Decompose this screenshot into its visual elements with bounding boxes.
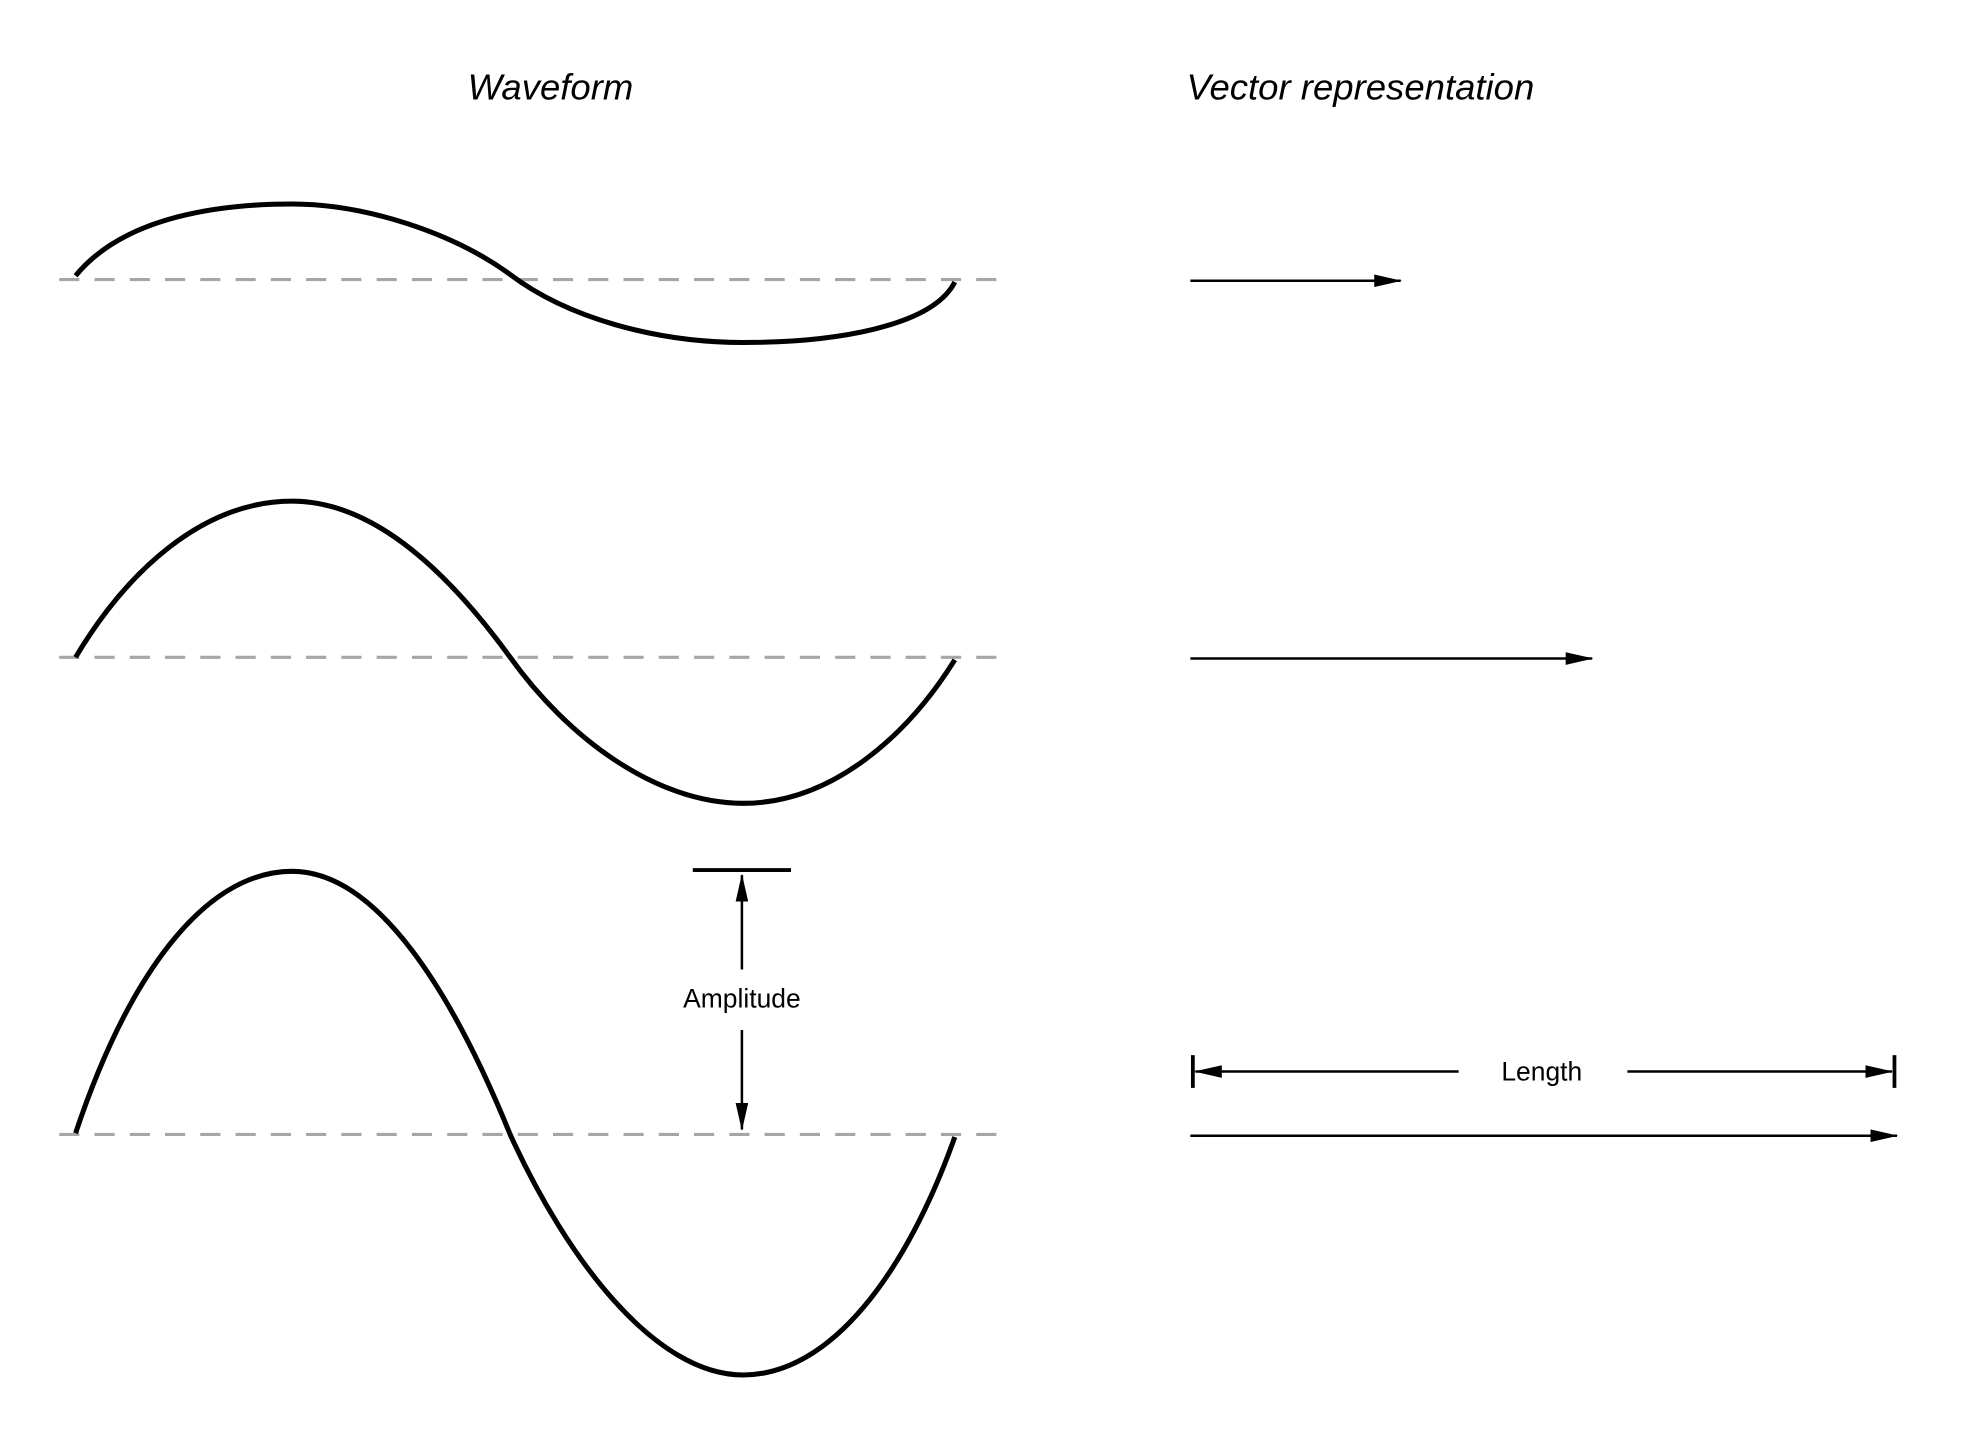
waveform-title: Waveform <box>468 66 634 107</box>
length-label: Length <box>1501 1056 1582 1086</box>
waveform-1 <box>73 201 958 346</box>
amplitude-label: Amplitude <box>683 983 801 1013</box>
waveform-2 <box>73 498 957 806</box>
vector-title: Vector representation <box>1186 66 1534 107</box>
waveform-3 <box>73 868 958 1378</box>
